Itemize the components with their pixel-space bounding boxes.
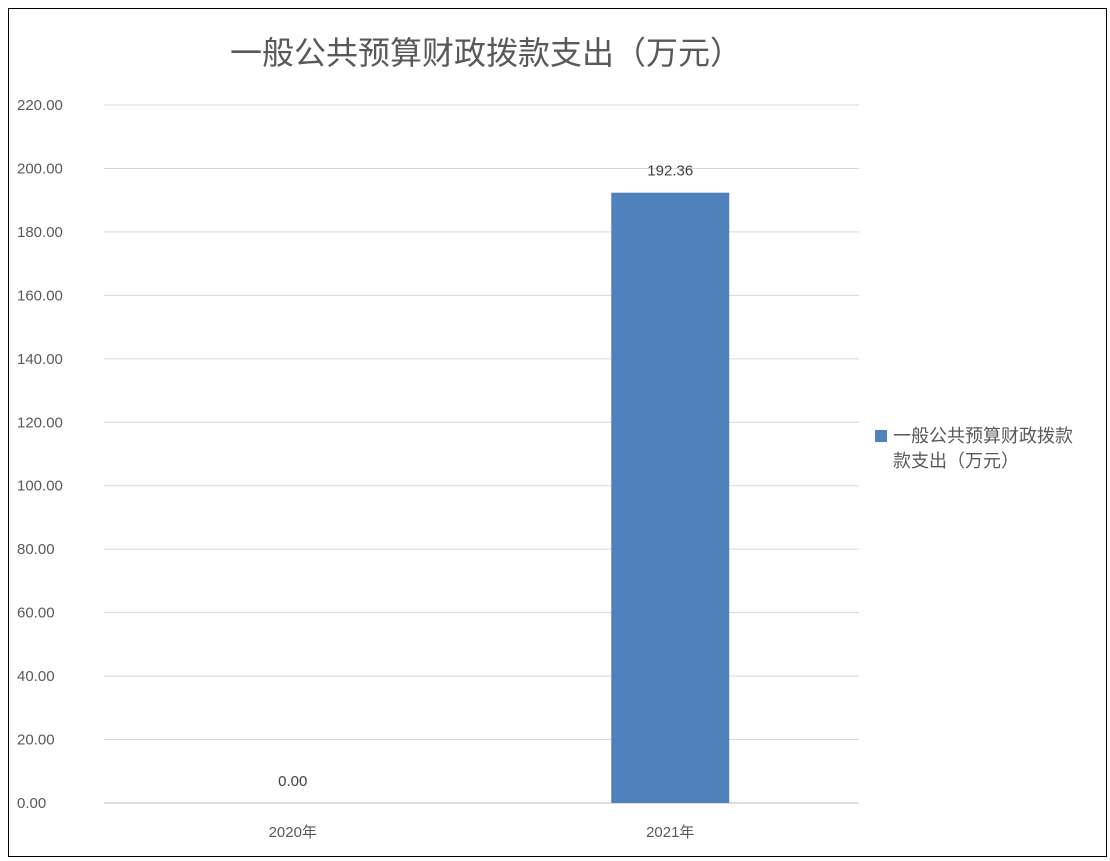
- legend-swatch: [875, 430, 887, 442]
- chart-title: 一般公共预算财政拨款支出（万元）: [230, 35, 742, 71]
- y-tick-label: 0.00: [17, 795, 46, 812]
- y-tick-label: 20.00: [17, 732, 55, 749]
- x-axis: 2020年 2021年: [269, 824, 695, 841]
- y-tick-label: 220.00: [17, 97, 63, 114]
- legend-label-line-2: 款支出（万元）: [893, 451, 1019, 471]
- y-tick-label: 60.00: [17, 605, 55, 622]
- x-tick-label: 2021年: [646, 824, 694, 841]
- data-labels: 0.00 192.36: [278, 163, 693, 790]
- bar-chart: 一般公共预算财政拨款支出（万元） 0.00 20.00 40.00 60.00 80.0…: [17, 35, 1073, 841]
- y-tick-label: 100.00: [17, 478, 63, 495]
- y-tick-label: 140.00: [17, 351, 63, 368]
- y-tick-label: 200.00: [17, 160, 63, 177]
- y-axis: 0.00 20.00 40.00 60.00 80.00 100.00 120.00 140.…: [17, 97, 63, 812]
- chart-frame: 一般公共预算财政拨款支出（万元） 0.00 20.00 40.00 60.00 80.0…: [8, 8, 1107, 857]
- bar-1: [611, 192, 730, 803]
- bars: [611, 192, 730, 803]
- data-label: 0.00: [278, 773, 307, 790]
- data-label: 192.36: [647, 163, 693, 180]
- y-tick-label: 180.00: [17, 224, 63, 241]
- legend: 一般公共预算财政拨款 款支出（万元）: [875, 426, 1073, 471]
- y-tick-label: 120.00: [17, 414, 63, 431]
- gridlines: [104, 104, 859, 804]
- x-tick-label: 2020年: [269, 824, 317, 841]
- y-tick-label: 80.00: [17, 541, 55, 558]
- legend-label-line-1: 一般公共预算财政拨款: [893, 426, 1073, 446]
- y-tick-label: 40.00: [17, 668, 55, 685]
- y-tick-label: 160.00: [17, 287, 63, 304]
